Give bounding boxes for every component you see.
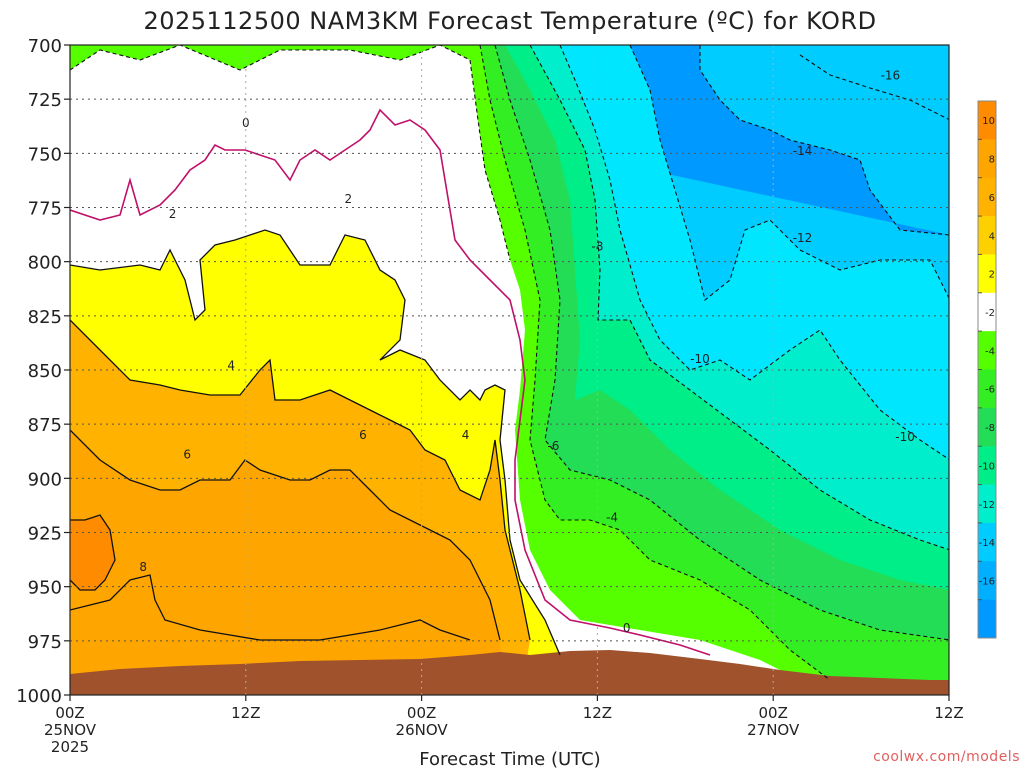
colorbar-label: -14: [979, 538, 995, 549]
colorbar-swatch: [978, 599, 996, 639]
y-tick-label: 950: [28, 578, 62, 599]
contour-label: -14: [793, 144, 813, 158]
colorbar-label: -16: [979, 576, 995, 587]
contour-m10: [559, 45, 949, 460]
colorbar-swatch: [978, 446, 996, 486]
fill-6-8: [70, 430, 505, 695]
contour-label: 0: [623, 621, 631, 635]
colorbar: 10 8 6 4 2 -2 -4 -6 -8 -10 -12 -14 -16: [977, 100, 997, 639]
contour-label: -6: [547, 439, 559, 453]
colorbar-swatch: [978, 407, 996, 447]
colorbar-swatch: [978, 254, 996, 294]
contour-m4: [479, 45, 831, 681]
contour-label: -12: [793, 231, 813, 245]
vertical-gridlines: [245, 45, 774, 695]
contour-label: -10: [690, 352, 710, 366]
x-tick-date: 25NOV: [44, 721, 97, 739]
colorbar-label: -12: [979, 500, 995, 511]
contour-m12: [629, 45, 949, 301]
colorbar-swatch: [978, 369, 996, 409]
contour-label: 4: [227, 359, 235, 373]
colorbar-label: -4: [985, 346, 995, 357]
fill-8-10: [70, 515, 115, 590]
colorbar-label: 10: [982, 116, 995, 127]
colorbar-swatch: [978, 561, 996, 601]
x-tick-label: 12Z: [583, 704, 612, 722]
colorbar-label: 8: [989, 155, 995, 166]
colorbar-label: -2: [985, 308, 995, 319]
colorbar-label: -8: [985, 423, 995, 434]
contour-label: -4: [606, 510, 618, 524]
colorbar-swatch: [978, 101, 996, 140]
negative-contours: [70, 45, 949, 681]
contour-label: 8: [139, 560, 147, 574]
colorbar-label: 6: [989, 193, 995, 204]
colorbar-swatch: [978, 177, 996, 217]
y-tick-label: 925: [28, 524, 62, 545]
contour-label: 6: [183, 448, 191, 462]
contour-m16: [799, 54, 949, 121]
colorbar-label: 2: [989, 270, 995, 281]
contour-0: [70, 108, 711, 656]
contour-6: [70, 429, 501, 641]
colorbar-swatch: [978, 522, 996, 562]
y-tick-label: 850: [28, 361, 62, 382]
contour-8-lower: [70, 574, 471, 641]
colorbar-swatch: [978, 292, 996, 332]
zero-contour: [70, 108, 711, 656]
chart-title: 2025112500 NAM3KM Forecast Temperature (…: [143, 7, 876, 35]
y-tick-label: 700: [28, 36, 62, 57]
contour-label: 6: [359, 428, 367, 442]
x-tick-label: 12Z: [934, 704, 963, 722]
x-tick-year: 2025: [51, 738, 89, 756]
x-axis-title: Forecast Time (UTC): [419, 749, 600, 768]
contour-label: 2: [345, 192, 353, 206]
y-tick-label: 1000: [16, 686, 62, 707]
contour-labels: 02246648-8-10-6-40-12-14-16-10: [139, 68, 915, 635]
y-tick-label: 775: [28, 199, 62, 220]
y-tick-label: 750: [28, 144, 62, 165]
plot-area: 02246648-8-10-6-40-12-14-16-10: [70, 45, 949, 695]
contour-m8: [529, 45, 949, 551]
x-tick-label: 00Z: [55, 704, 84, 722]
y-tick-label: 900: [28, 469, 62, 490]
terrain: [70, 650, 949, 695]
contour-m14: [699, 45, 949, 236]
contour-4: [70, 319, 531, 641]
x-tick-date: 26NOV: [396, 721, 449, 739]
x-tick-label: 00Z: [407, 704, 436, 722]
contour-8: [70, 514, 116, 591]
contour-2: [70, 229, 561, 656]
horizontal-gridlines: [70, 98, 949, 642]
y-tick-label: 875: [28, 415, 62, 436]
contour-label: 2: [169, 207, 177, 221]
positive-contours: [70, 229, 561, 656]
y-tick-label: 975: [28, 632, 62, 653]
watermark: coolwx.com/models: [873, 749, 1020, 765]
x-tick-label: 00Z: [759, 704, 788, 722]
colorbar-swatch: [978, 216, 996, 255]
colorbar-label: -10: [979, 461, 995, 472]
contour-m2: [70, 45, 511, 261]
y-tick-label: 825: [28, 307, 62, 328]
colorbar-label: 4: [989, 231, 995, 242]
contour-label: 4: [462, 428, 470, 442]
x-tick-date: 27NOV: [747, 721, 800, 739]
contour-label: -8: [591, 240, 603, 254]
contour-label: -16: [881, 68, 901, 82]
colorbar-swatch: [978, 139, 996, 179]
y-tick-label: 725: [28, 90, 62, 111]
colorbar-swatch: [978, 484, 996, 524]
colorbar-swatch: [978, 331, 996, 370]
x-tick-label: 12Z: [231, 704, 260, 722]
colorbar-label: -6: [985, 385, 995, 396]
contour-label: -10: [895, 430, 915, 444]
y-tick-label: 800: [28, 253, 62, 274]
contour-m6: [494, 45, 949, 641]
y-axis: 700 725 750 775 800 825 850 875 900 925 950 975 1000: [16, 36, 70, 707]
